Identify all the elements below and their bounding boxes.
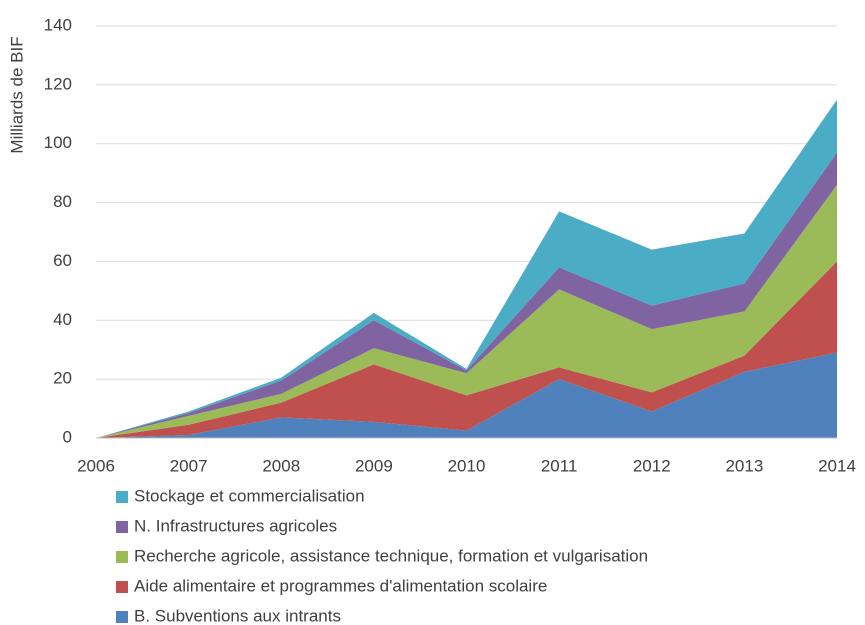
y-axis-label: Milliards de BIF: [7, 36, 26, 153]
legend-swatch: [116, 521, 128, 533]
area: [96, 352, 837, 438]
legend-swatch: [116, 611, 128, 623]
x-tick-label: 2009: [355, 456, 393, 475]
x-tick-label: 2011: [541, 456, 578, 475]
legend-swatch: [116, 491, 128, 503]
legend-label: Recherche agricole, assistance technique…: [134, 546, 648, 565]
y-tick-label: 140: [44, 15, 72, 34]
y-tick-label: 80: [53, 192, 72, 211]
x-tick-label: 2012: [633, 456, 671, 475]
legend-label: B. Subventions aux intrants: [134, 606, 341, 625]
x-tick-label: 2008: [262, 456, 300, 475]
legend-label: Stockage et commercialisation: [134, 486, 365, 505]
legend-swatch: [116, 581, 128, 593]
x-tick-label: 2014: [818, 456, 856, 475]
x-tick-label: 2013: [725, 456, 763, 475]
x-tick-label: 2007: [170, 456, 208, 475]
area: [96, 184, 837, 438]
y-tick-label: 100: [44, 133, 72, 152]
legend-label: N. Infrastructures agricoles: [134, 516, 337, 535]
y-tick-label: 60: [53, 251, 72, 270]
legend-swatch: [116, 551, 128, 563]
x-tick-label: 2010: [448, 456, 486, 475]
y-tick-label: 20: [53, 369, 72, 388]
y-tick-label: 40: [53, 310, 72, 329]
area: [96, 261, 837, 438]
x-tick-label: 2006: [77, 456, 115, 475]
area: [96, 99, 837, 439]
y-tick-label: 120: [44, 74, 72, 93]
y-tick-label: 0: [63, 427, 72, 446]
legend-label: Aide alimentaire et programmes d'aliment…: [134, 576, 547, 595]
